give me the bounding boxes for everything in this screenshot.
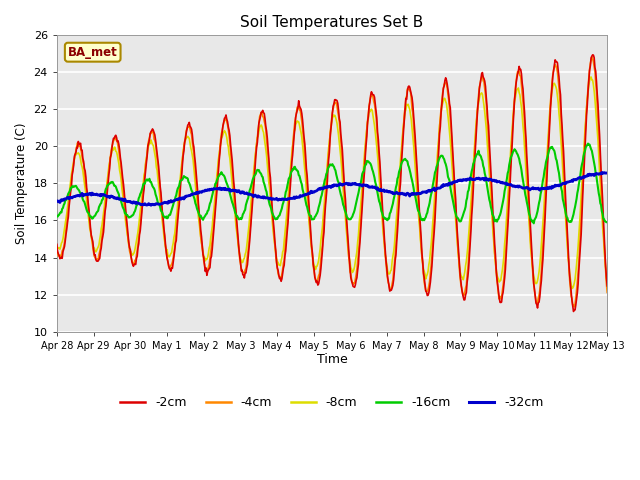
X-axis label: Time: Time [317,353,348,366]
Y-axis label: Soil Temperature (C): Soil Temperature (C) [15,123,28,244]
Legend: -2cm, -4cm, -8cm, -16cm, -32cm: -2cm, -4cm, -8cm, -16cm, -32cm [115,391,548,414]
Text: BA_met: BA_met [68,46,118,59]
Title: Soil Temperatures Set B: Soil Temperatures Set B [241,15,424,30]
